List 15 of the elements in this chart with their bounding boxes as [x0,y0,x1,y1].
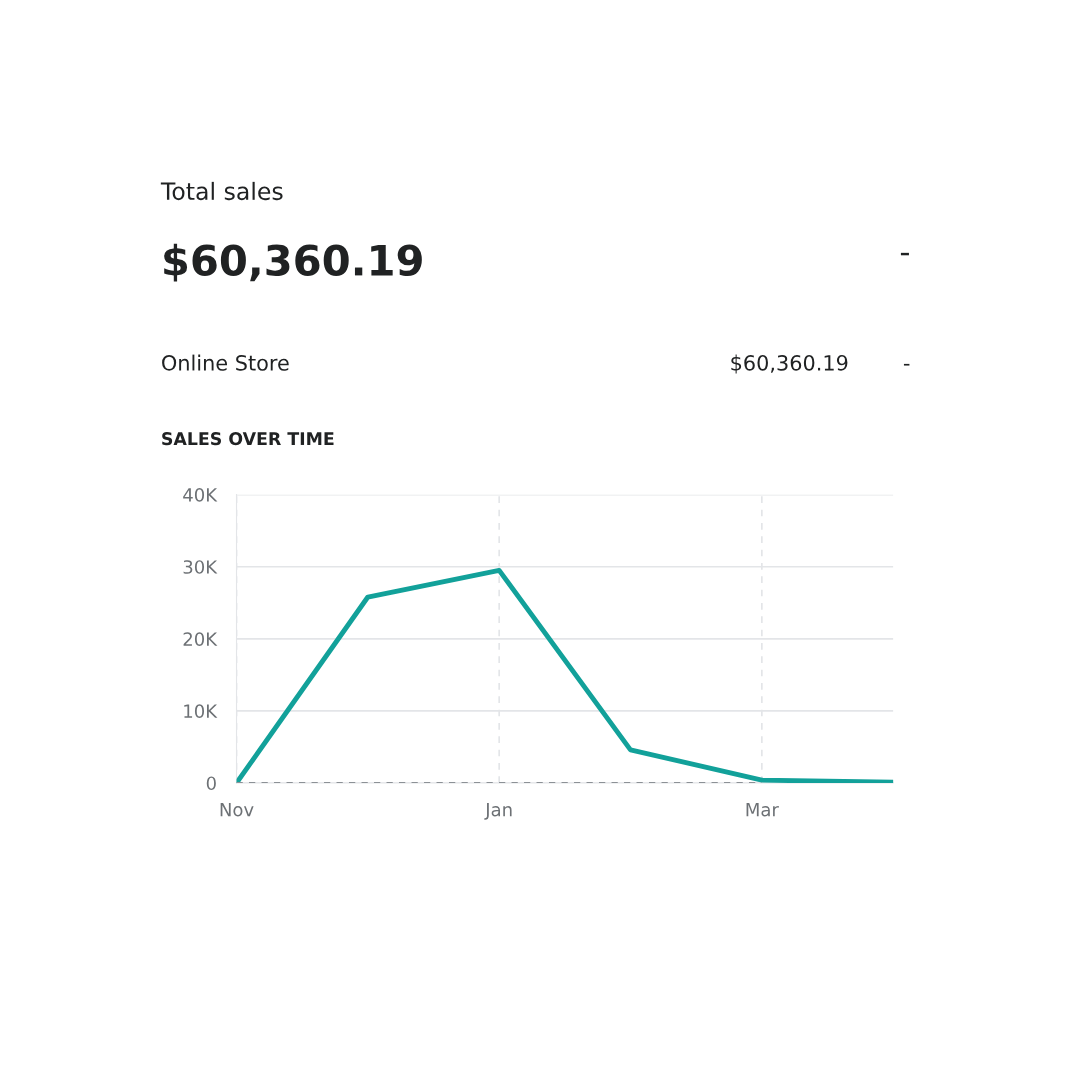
chart-title: Total sales [160,181,283,201]
x-tick-label: Nov [220,803,254,817]
chart-subtitle: $60,360.19 [164,243,422,282]
y-tick-label: 20K [183,632,218,646]
x-tick-label: Jan [484,803,512,820]
y-tick-label: 30K [183,560,218,574]
text: - [900,252,909,256]
y-tick-label: 0 [206,776,216,791]
x-tick-label: Mar [746,803,779,817]
y-tick-label: 40K [183,488,218,502]
text: $60,360.19 [731,354,848,374]
y-tick-label: 10K [184,704,218,719]
text: SALES OVER TIME [162,432,334,446]
text: - [903,363,910,366]
text: Online Store [162,354,289,371]
